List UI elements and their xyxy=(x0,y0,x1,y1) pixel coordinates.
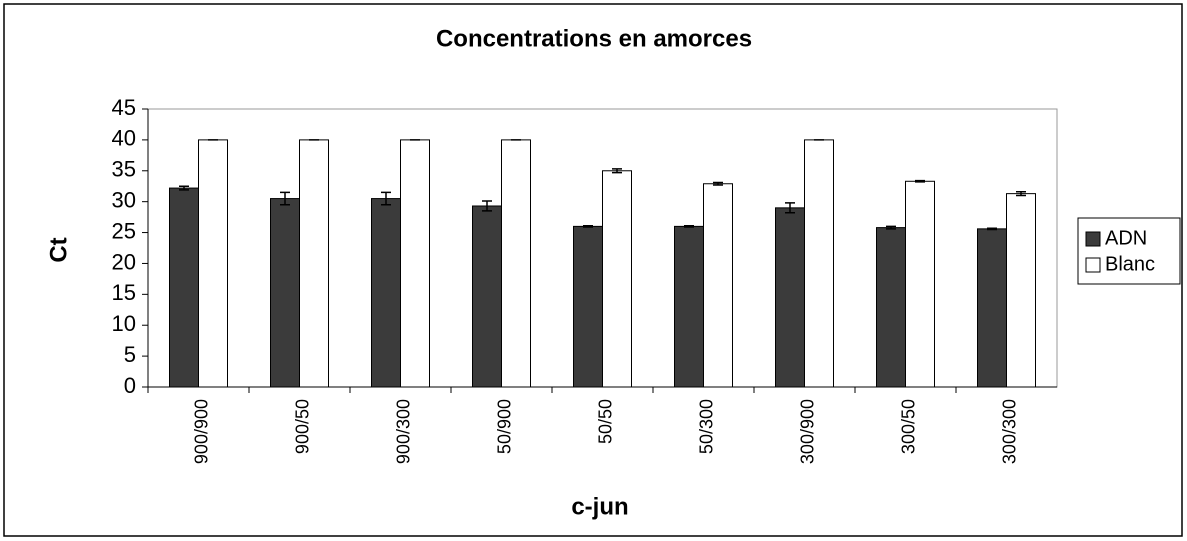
bar xyxy=(472,205,502,388)
y-tick-label: 0 xyxy=(124,373,136,398)
bar xyxy=(299,139,329,388)
x-tick-label: 300/50 xyxy=(898,399,918,454)
error-bar xyxy=(713,181,723,186)
error-bar xyxy=(785,202,795,214)
error-bar xyxy=(987,227,997,231)
bar xyxy=(198,139,228,388)
y-tick-label: 10 xyxy=(112,311,136,336)
bar xyxy=(501,139,531,388)
bar xyxy=(804,139,834,388)
bar xyxy=(602,170,632,388)
bar xyxy=(371,198,401,388)
bar xyxy=(703,183,733,388)
bar xyxy=(674,225,704,388)
legend-box xyxy=(1077,217,1181,285)
x-tick-label: 900/300 xyxy=(393,399,413,464)
bar xyxy=(270,198,300,388)
bar xyxy=(775,207,805,388)
x-tick-label: 300/900 xyxy=(797,399,817,464)
y-tick-label: 30 xyxy=(112,187,136,212)
error-bar xyxy=(915,179,925,183)
y-tick-label: 15 xyxy=(112,280,136,305)
legend-label: Blanc xyxy=(1105,253,1155,275)
bar xyxy=(169,187,199,388)
x-tick-label: 50/50 xyxy=(595,399,615,444)
bar xyxy=(1006,193,1036,388)
error-bar xyxy=(280,191,290,206)
x-tick-label: 50/300 xyxy=(696,399,716,454)
y-tick-label: 45 xyxy=(112,95,136,120)
bar xyxy=(400,139,430,388)
x-tick-label: 900/900 xyxy=(191,399,211,464)
y-tick-label: 20 xyxy=(112,249,136,274)
error-bar xyxy=(179,185,189,191)
bar xyxy=(573,225,603,388)
error-bar xyxy=(583,225,593,228)
legend-swatch xyxy=(1085,231,1101,247)
y-tick-label: 25 xyxy=(112,218,136,243)
error-bar xyxy=(381,191,391,206)
error-bar xyxy=(886,225,896,230)
y-tick-label: 5 xyxy=(124,342,136,367)
error-bar xyxy=(1016,191,1026,197)
legend-swatch xyxy=(1085,257,1101,273)
y-tick-label: 40 xyxy=(112,126,136,151)
error-bar xyxy=(612,168,622,174)
x-axis-label: c-jun xyxy=(571,493,628,520)
bar xyxy=(977,228,1007,388)
y-tick-label: 35 xyxy=(112,157,136,182)
y-axis-label: Ct xyxy=(45,237,72,262)
error-bar xyxy=(684,225,694,228)
bar xyxy=(905,180,935,388)
x-tick-label: 300/300 xyxy=(999,399,1019,464)
bar xyxy=(876,227,906,388)
error-bar xyxy=(482,200,492,212)
x-tick-label: 900/50 xyxy=(292,399,312,454)
legend-label: ADN xyxy=(1105,227,1147,249)
chart-title: Concentrations en amorces xyxy=(436,25,752,52)
x-tick-label: 50/900 xyxy=(494,399,514,454)
